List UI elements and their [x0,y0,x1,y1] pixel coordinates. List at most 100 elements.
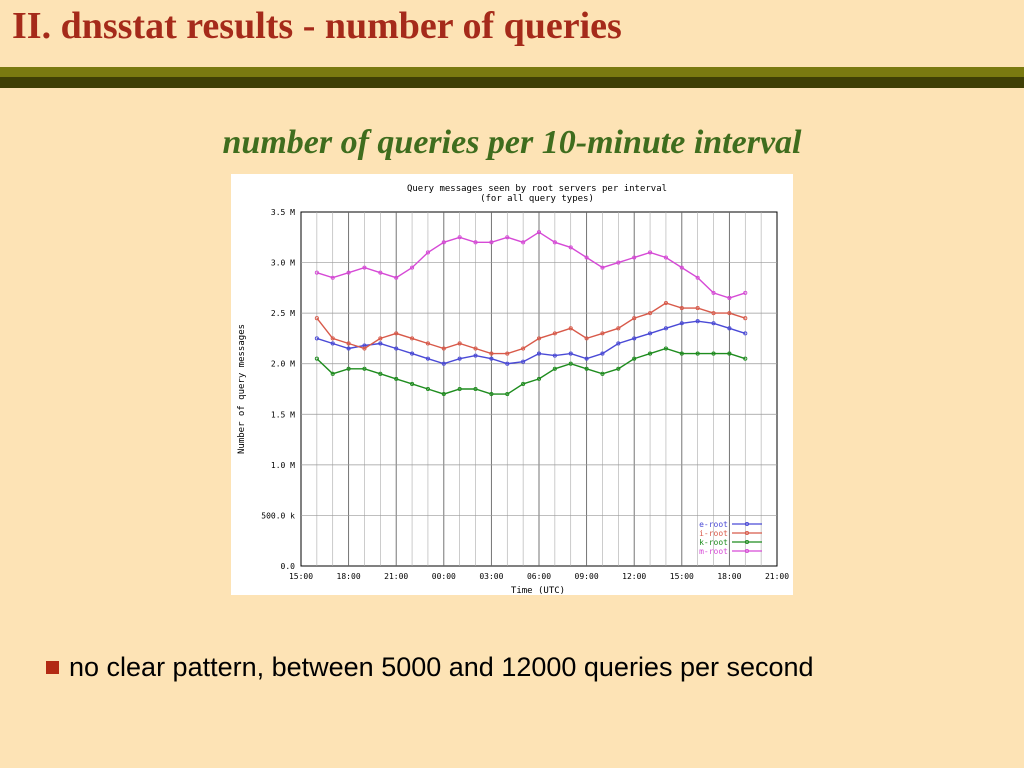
y-tick-label: 3.5 M [271,208,295,217]
data-point-k-root [330,371,335,376]
title-rule-top [0,67,1024,77]
y-tick-label: 2.5 M [271,309,295,318]
data-point-e-root [521,359,526,364]
legend-marker-k-root [744,539,750,545]
data-point-m-root [521,240,526,245]
title-rule-bottom [0,77,1024,88]
data-point-m-root [600,265,605,270]
x-tick-label: 15:00 [670,572,694,581]
data-point-i-root [727,311,732,316]
data-point-m-root [648,250,653,255]
data-point-k-root [711,351,716,356]
data-point-e-root [536,351,542,356]
data-point-m-root [679,265,684,270]
data-point-k-root [314,356,319,361]
data-point-i-root [457,341,462,346]
data-point-m-root [441,240,446,245]
data-point-i-root [441,346,446,351]
data-point-m-root [743,290,748,295]
data-point-i-root [378,336,383,341]
data-point-k-root [600,371,605,376]
chart-subtitle: (for all query types) [480,194,594,204]
data-point-k-root [552,366,557,371]
data-point-i-root [663,300,668,306]
data-point-i-root [568,326,573,331]
data-point-m-root [711,290,716,295]
bullet-item: no clear pattern, between 5000 and 12000… [46,652,814,683]
data-point-i-root [552,331,557,336]
data-point-k-root [473,386,478,392]
y-tick-label: 0.0 [281,562,296,571]
data-point-e-root [679,321,684,326]
y-tick-label: 1.5 M [271,410,295,419]
data-point-e-root [616,341,621,346]
data-point-i-root [330,336,335,341]
data-point-m-root [378,270,383,275]
data-point-k-root [378,371,383,376]
data-point-i-root [679,306,684,311]
data-point-i-root [362,346,367,351]
data-point-k-root [457,386,462,392]
data-point-i-root [346,341,351,346]
data-point-i-root [600,331,605,336]
x-tick-label: 18:00 [717,572,741,581]
chart-container: Query messages seen by root servers per … [231,174,793,595]
data-point-k-root [584,366,589,371]
data-point-k-root [521,381,526,386]
data-point-m-root [473,240,478,245]
data-point-i-root [616,326,621,331]
data-point-i-root [489,351,494,356]
data-point-e-root [425,356,430,361]
data-point-i-root [711,311,716,316]
y-tick-label: 3.0 M [271,259,295,268]
data-point-e-root [314,336,319,341]
data-point-i-root [473,346,478,351]
data-point-m-root [584,255,589,260]
data-point-k-root [394,376,399,381]
data-point-m-root [505,235,510,240]
x-tick-label: 00:00 [432,572,456,581]
data-point-m-root [632,255,637,260]
data-point-k-root [727,351,732,356]
x-tick-label: 21:00 [765,572,789,581]
data-point-m-root [410,265,415,270]
data-point-e-root [473,353,478,358]
x-tick-label: 09:00 [575,572,599,581]
data-point-e-root [568,351,573,356]
data-point-m-root [457,235,462,240]
data-point-k-root [743,356,748,361]
y-tick-label: 1.0 M [271,461,295,470]
slide-subtitle: number of queries per 10-minute interval [222,124,802,161]
data-point-k-root [648,351,653,356]
data-point-e-root [695,319,700,324]
data-point-m-root [330,275,335,280]
data-point-e-root [648,331,653,336]
data-point-i-root [584,336,589,341]
series-line-k-root [316,347,746,395]
data-point-i-root [410,336,415,341]
legend-marker-m-root [744,548,750,554]
data-point-k-root [425,386,430,392]
x-tick-label: 12:00 [622,572,646,581]
data-point-e-root [505,361,510,366]
legend-marker-e-root [744,521,750,527]
data-point-m-root [314,270,319,275]
y-tick-label: 500.0 k [261,511,295,520]
y-tick-label: 2.0 M [271,360,295,369]
data-point-e-root [410,351,415,356]
data-point-m-root [727,295,732,301]
data-point-i-root [632,316,637,321]
data-point-m-root [346,270,351,275]
data-point-e-root [552,353,557,358]
data-point-m-root [663,255,668,260]
data-point-k-root [632,356,637,361]
data-point-i-root [425,341,430,346]
data-point-i-root [648,311,653,316]
data-point-e-root [584,356,589,361]
data-point-e-root [330,341,335,346]
data-point-e-root [457,356,462,361]
data-point-m-root [536,230,542,235]
data-point-k-root [410,381,415,386]
data-point-k-root [489,392,494,397]
data-point-k-root [362,366,367,371]
